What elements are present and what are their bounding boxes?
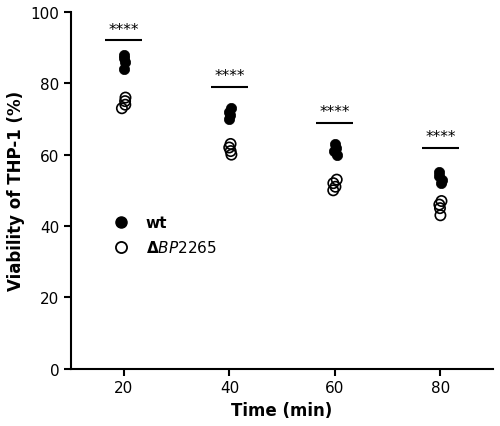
Point	[225, 109, 233, 116]
Point	[436, 205, 444, 212]
Text: ****: ****	[214, 69, 244, 84]
Text: ****: ****	[108, 23, 139, 38]
Point	[225, 145, 233, 152]
Point	[120, 52, 128, 59]
Point	[434, 170, 442, 176]
Point	[436, 213, 444, 219]
Point	[118, 106, 126, 112]
Legend: wt, $\mathbf{\Delta}$$\mathit{BP2265}$: wt, $\mathbf{\Delta}$$\mathit{BP2265}$	[100, 209, 223, 262]
Point	[227, 106, 235, 112]
Point	[120, 66, 128, 73]
Point	[438, 198, 446, 205]
Point	[332, 184, 340, 191]
Point	[120, 56, 128, 63]
Point	[226, 148, 234, 155]
Point	[333, 152, 341, 159]
Text: ****: ****	[320, 105, 350, 120]
Text: ****: ****	[425, 130, 456, 144]
X-axis label: Time (min): Time (min)	[232, 401, 332, 419]
Point	[332, 145, 340, 152]
Point	[330, 148, 338, 155]
Point	[121, 59, 129, 66]
Point	[228, 152, 235, 159]
Point	[330, 180, 338, 187]
Point	[436, 180, 444, 187]
Point	[226, 113, 234, 120]
Point	[332, 177, 340, 184]
Y-axis label: Viability of THP-1 (%): Viability of THP-1 (%)	[7, 91, 25, 291]
Point	[436, 201, 444, 208]
Point	[329, 187, 337, 194]
Point	[121, 98, 129, 105]
Point	[226, 141, 234, 148]
Point	[122, 95, 130, 102]
Point	[331, 141, 339, 148]
Point	[434, 173, 442, 180]
Point	[225, 116, 233, 123]
Point	[122, 102, 130, 109]
Point	[438, 177, 446, 184]
